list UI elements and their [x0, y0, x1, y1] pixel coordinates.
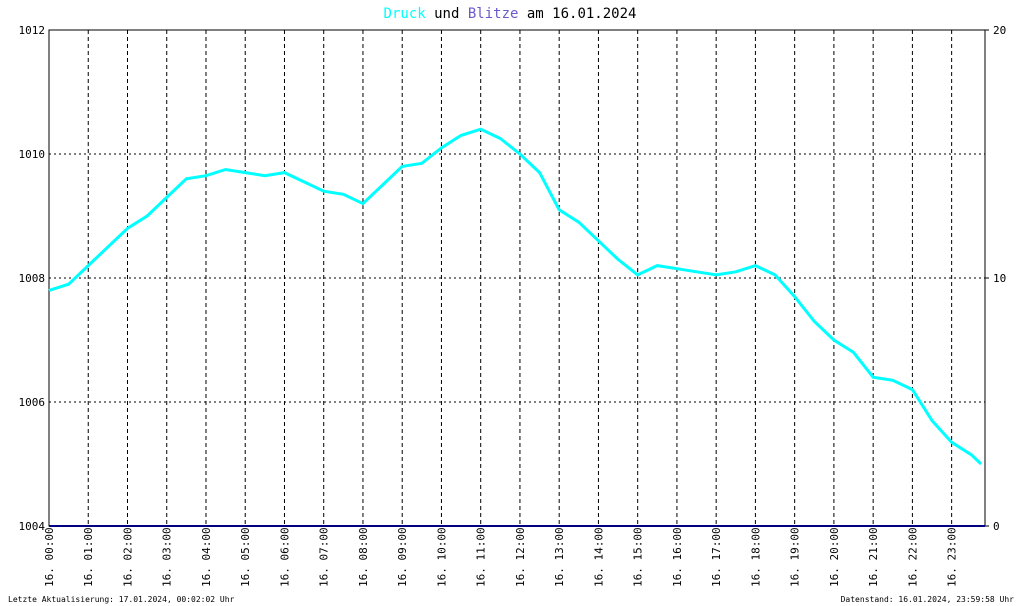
x-tick-label: 16. 21:00 [867, 527, 880, 587]
x-tick-label: 16. 04:00 [200, 527, 213, 587]
x-tick-label: 16. 07:00 [318, 527, 331, 587]
data-line [48, 127, 983, 466]
title-series-2: Blitze [468, 6, 519, 22]
x-tick-label: 16. 15:00 [632, 527, 645, 587]
x-tick-label: 16. 11:00 [475, 527, 488, 587]
chart-title: Druck und Blitze am 16.01.2024 [384, 6, 637, 22]
footer-right: Datenstand: 16.01.2024, 23:59:58 Uhr [841, 595, 1015, 604]
x-tick-label: 16. 20:00 [828, 527, 841, 587]
y2-tick-label: 20 [993, 24, 1006, 37]
x-tick-label: 16. 12:00 [514, 527, 527, 587]
x-tick-label: 16. 00:00 [43, 527, 56, 587]
y2-tick-label: 10 [993, 272, 1006, 285]
x-tick-label: 16. 14:00 [592, 527, 605, 587]
y-tick-label: 1008 [19, 272, 46, 285]
title-link: und [434, 6, 459, 22]
x-tick-label: 16. 22:00 [906, 527, 919, 587]
x-tick-label: 16. 19:00 [789, 527, 802, 587]
footer-left: Letzte Aktualisierung: 17.01.2024, 00:02… [8, 595, 235, 604]
x-tick-label: 16. 17:00 [710, 527, 723, 587]
y2-tick-label: 0 [993, 520, 1000, 533]
x-tick-label: 16. 16:00 [671, 527, 684, 587]
y-tick-label: 1012 [19, 24, 46, 37]
x-tick-label: 16. 10:00 [435, 527, 448, 587]
y-tick-label: 1004 [19, 520, 46, 533]
x-tick-label: 16. 03:00 [161, 527, 174, 587]
title-suffix: am 16.01.2024 [527, 6, 637, 22]
x-tick-label: 16. 06:00 [278, 527, 291, 587]
x-tick-label: 16. 02:00 [121, 527, 134, 587]
title-series-1: Druck [384, 6, 427, 22]
x-tick-label: 16. 13:00 [553, 527, 566, 587]
y-tick-label: 1010 [19, 148, 46, 161]
x-tick-label: 16. 08:00 [357, 527, 370, 587]
y-tick-label: 1006 [19, 396, 46, 409]
x-tick-label: 16. 18:00 [749, 527, 762, 587]
x-tick-label: 16. 01:00 [82, 527, 95, 587]
x-tick-label: 16. 23:00 [946, 527, 959, 587]
x-tick-label: 16. 05:00 [239, 527, 252, 587]
x-tick-label: 16. 09:00 [396, 527, 409, 587]
